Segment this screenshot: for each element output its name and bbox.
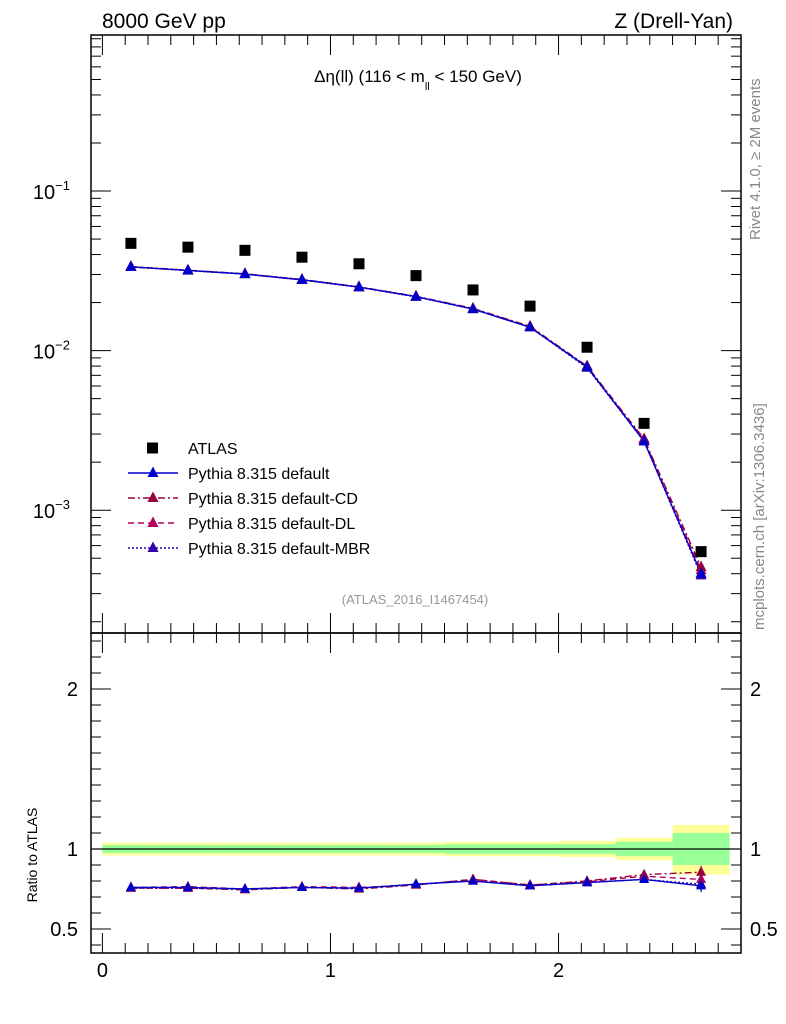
data-point [125,237,137,249]
ratio-series-point [639,868,650,879]
ratio-y-tick-label-right: 2 [750,679,761,701]
legend-label: Pythia 8.315 default [188,466,330,483]
legend-marker [147,516,159,527]
x-tick-label: 1 [325,960,336,982]
data-point [182,241,194,253]
y-tick-label: 10−2 [33,338,70,364]
ratio-series-point [696,866,707,876]
main-series-point [581,360,593,371]
main-series-point [695,560,707,572]
watermark: (ATLAS_2016_I1467454) [342,592,488,607]
main-series-point [239,267,251,278]
legend-marker [147,466,159,477]
ratio-series-point [125,881,136,892]
data-point [467,284,479,296]
ratio-series-point [182,881,193,892]
ratio-y-tick-label: 2 [67,679,78,701]
data-point [296,251,308,263]
main-series-point [524,320,536,332]
y-tick-label: 10−3 [33,497,70,523]
main-series-point [467,302,479,314]
legend-marker [147,442,158,454]
data-point [695,546,707,558]
main-series-point [353,280,365,292]
ratio-series-point [239,883,250,893]
header-left: 8000 GeV pp [102,10,226,33]
legend-marker [147,541,159,552]
legend-label: Pythia 8.315 default-CD [188,491,358,508]
ratio-series-point [296,881,307,892]
legend-label: Pythia 8.315 default-DL [188,516,355,533]
main-series-point [410,290,422,301]
data-point [581,341,593,353]
legend-label: ATLAS [188,441,238,458]
ratio-series-point [696,879,707,890]
ratio-panel: 0.5 0.5 1 1 2 2 0 1 2 [50,632,778,982]
main-series-point [695,567,707,578]
ratio-series-point [411,878,421,888]
ratio-series-point [353,882,364,892]
legend-marker [147,491,159,502]
rivet-label: Rivet 4.1.0, ≥ 2M events [747,78,764,240]
ratio-y-tick-label-right: 1 [750,839,761,861]
x-tick-label: 0 [97,960,108,982]
ratio-series-point [525,879,536,890]
data-point [638,417,650,429]
ratio-y-tick-label: 0.5 [50,919,78,941]
main-panel: 10−1 10−2 10−3 [33,34,742,634]
ratio-frame [90,632,742,954]
legend: ATLAS Pythia 8.315 default Pythia 8.315 de… [128,441,370,558]
ratio-y-tick-label-right: 0.5 [750,919,778,941]
data-point [524,300,536,312]
ratio-series-point [582,876,593,887]
header-right: Z (Drell-Yan) [614,10,733,33]
data-point [410,270,422,282]
main-series-point [125,260,137,271]
x-tick-label: 2 [553,960,564,982]
main-title: Δη(ll) (116 < mll < 150 GeV) [314,67,522,93]
ratio-series-point [468,875,479,885]
data-point [239,244,251,256]
ratio-series-point [639,873,650,884]
y-tick-label: 10−1 [33,178,70,204]
main-series-point [638,434,650,446]
ratio-y-tick-label: 1 [67,839,78,861]
ratio-ylabel: Ratio to ATLAS [24,808,40,903]
data-point [353,258,365,270]
mcplots-label: mcplots.cern.ch [arXiv:1306.3436] [751,403,768,630]
main-series-point [182,263,194,275]
legend-label: Pythia 8.315 default-MBR [188,541,370,558]
main-series-point [296,273,308,284]
